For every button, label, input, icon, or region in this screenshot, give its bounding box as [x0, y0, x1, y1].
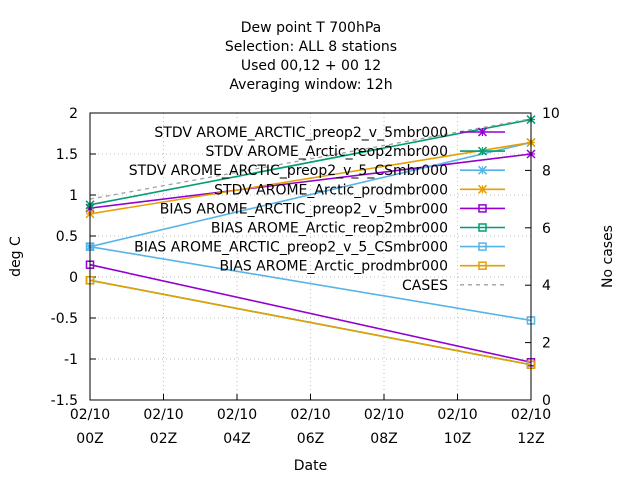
- x-tick-label: 10Z: [444, 431, 471, 447]
- data-point: [477, 184, 488, 194]
- x-tick-label: 02Z: [150, 431, 177, 447]
- title-line: Used 00,12 + 00 12: [241, 58, 381, 74]
- x-tick-label: 02/10: [437, 407, 477, 423]
- y2-axis-ticks: 0 2 4 6 8 10: [525, 106, 560, 409]
- legend-label: BIAS AROME_ARCTIC_preop2_v_5mbr000: [160, 201, 448, 217]
- legend-label: CASES: [402, 278, 448, 294]
- series-line: [89, 263, 532, 364]
- legend-label: BIAS AROME_Arctic_reop2mbr000: [211, 221, 448, 237]
- x-tick-label: 02/10: [290, 407, 330, 423]
- series-cases: [89, 118, 532, 200]
- y2-tick-label: 4: [542, 278, 551, 294]
- plot-frame: [89, 112, 532, 401]
- data-point: [478, 242, 487, 251]
- y2-tick-label: 8: [542, 163, 551, 179]
- series-line: [89, 153, 532, 209]
- x-tick-label: 02/10: [217, 407, 257, 423]
- y2-tick-label: 6: [542, 221, 551, 237]
- x-tick-label: 12Z: [517, 431, 544, 447]
- data-point: [478, 223, 487, 232]
- data-point: [478, 261, 487, 270]
- x-tick-label: 02/10: [143, 407, 183, 423]
- series: [85, 115, 536, 369]
- data-point: [477, 127, 488, 137]
- y2-tick-label: 10: [542, 106, 560, 122]
- x-axis-label: Date: [294, 458, 327, 474]
- x-tick-label: 02/10: [70, 407, 110, 423]
- x-tick-label: 00Z: [76, 431, 103, 447]
- legend-label: STDV AROME_ARCTIC_preop2_v_5_CSmbr000: [129, 163, 448, 179]
- data-point: [477, 146, 488, 156]
- series-line: [89, 118, 532, 200]
- title-line: Dew point T 700hPa: [241, 20, 381, 36]
- y-tick-label: -0.5: [51, 311, 78, 327]
- y-tick-label: 1.5: [56, 147, 78, 163]
- legend-label: BIAS AROME_ARCTIC_preop2_v_5_CSmbr000: [134, 240, 448, 256]
- series-line: [89, 118, 532, 206]
- y-tick-label: 0: [69, 270, 78, 286]
- series-line: [89, 141, 532, 248]
- y-axis-label: deg C: [8, 236, 24, 277]
- series-line: [89, 141, 532, 215]
- legend-label: BIAS AROME_Arctic_prodmbr000: [220, 259, 448, 275]
- y-tick-label: 2: [69, 106, 78, 122]
- y-tick-label: 0.5: [56, 229, 78, 245]
- legend-label: STDV AROME_ARCTIC_preop2_v_5mbr000: [154, 125, 448, 141]
- x-axis-ticks: 02/10 00Z 02/10 02Z 02/10 04Z 02/10 06Z 02/10 08Z…: [70, 394, 551, 447]
- legend: STDV AROME_ARCTIC_preop2_v_5mbr000 STDV A…: [129, 125, 505, 294]
- x-tick-label: 02/10: [364, 407, 404, 423]
- series-bias-arome-arctic-prodmbr000: [85, 276, 536, 369]
- title-line: Selection: ALL 8 stations: [225, 39, 397, 55]
- series-line: [89, 279, 532, 366]
- y-tick-label: 1: [69, 188, 78, 204]
- series-line: [89, 245, 532, 322]
- y2-tick-label: 2: [542, 336, 551, 352]
- y-tick-label: -1.5: [51, 393, 78, 409]
- y2-axis-label: No cases: [600, 225, 616, 288]
- x-tick-label: 04Z: [223, 431, 250, 447]
- x-tick-label: 08Z: [370, 431, 397, 447]
- x-tick-label: 02/10: [511, 407, 551, 423]
- legend-label: STDV AROME_Arctic_prodmbr000: [214, 182, 448, 198]
- legend-label: STDV AROME_Arctic_reop2mbr000: [206, 144, 448, 160]
- data-point: [478, 204, 487, 213]
- chart-title: Dew point T 700hPa Selection: ALL 8 stati…: [225, 20, 397, 93]
- title-line: Averaging window: 12h: [229, 77, 392, 93]
- data-point: [477, 165, 488, 175]
- y2-tick-label: 0: [542, 393, 551, 409]
- x-tick-label: 06Z: [297, 431, 324, 447]
- y-axis-ticks: -1.5 -1 -0.5 0 0.5 1 1.5 2: [51, 106, 96, 409]
- y-tick-label: -1: [64, 352, 78, 368]
